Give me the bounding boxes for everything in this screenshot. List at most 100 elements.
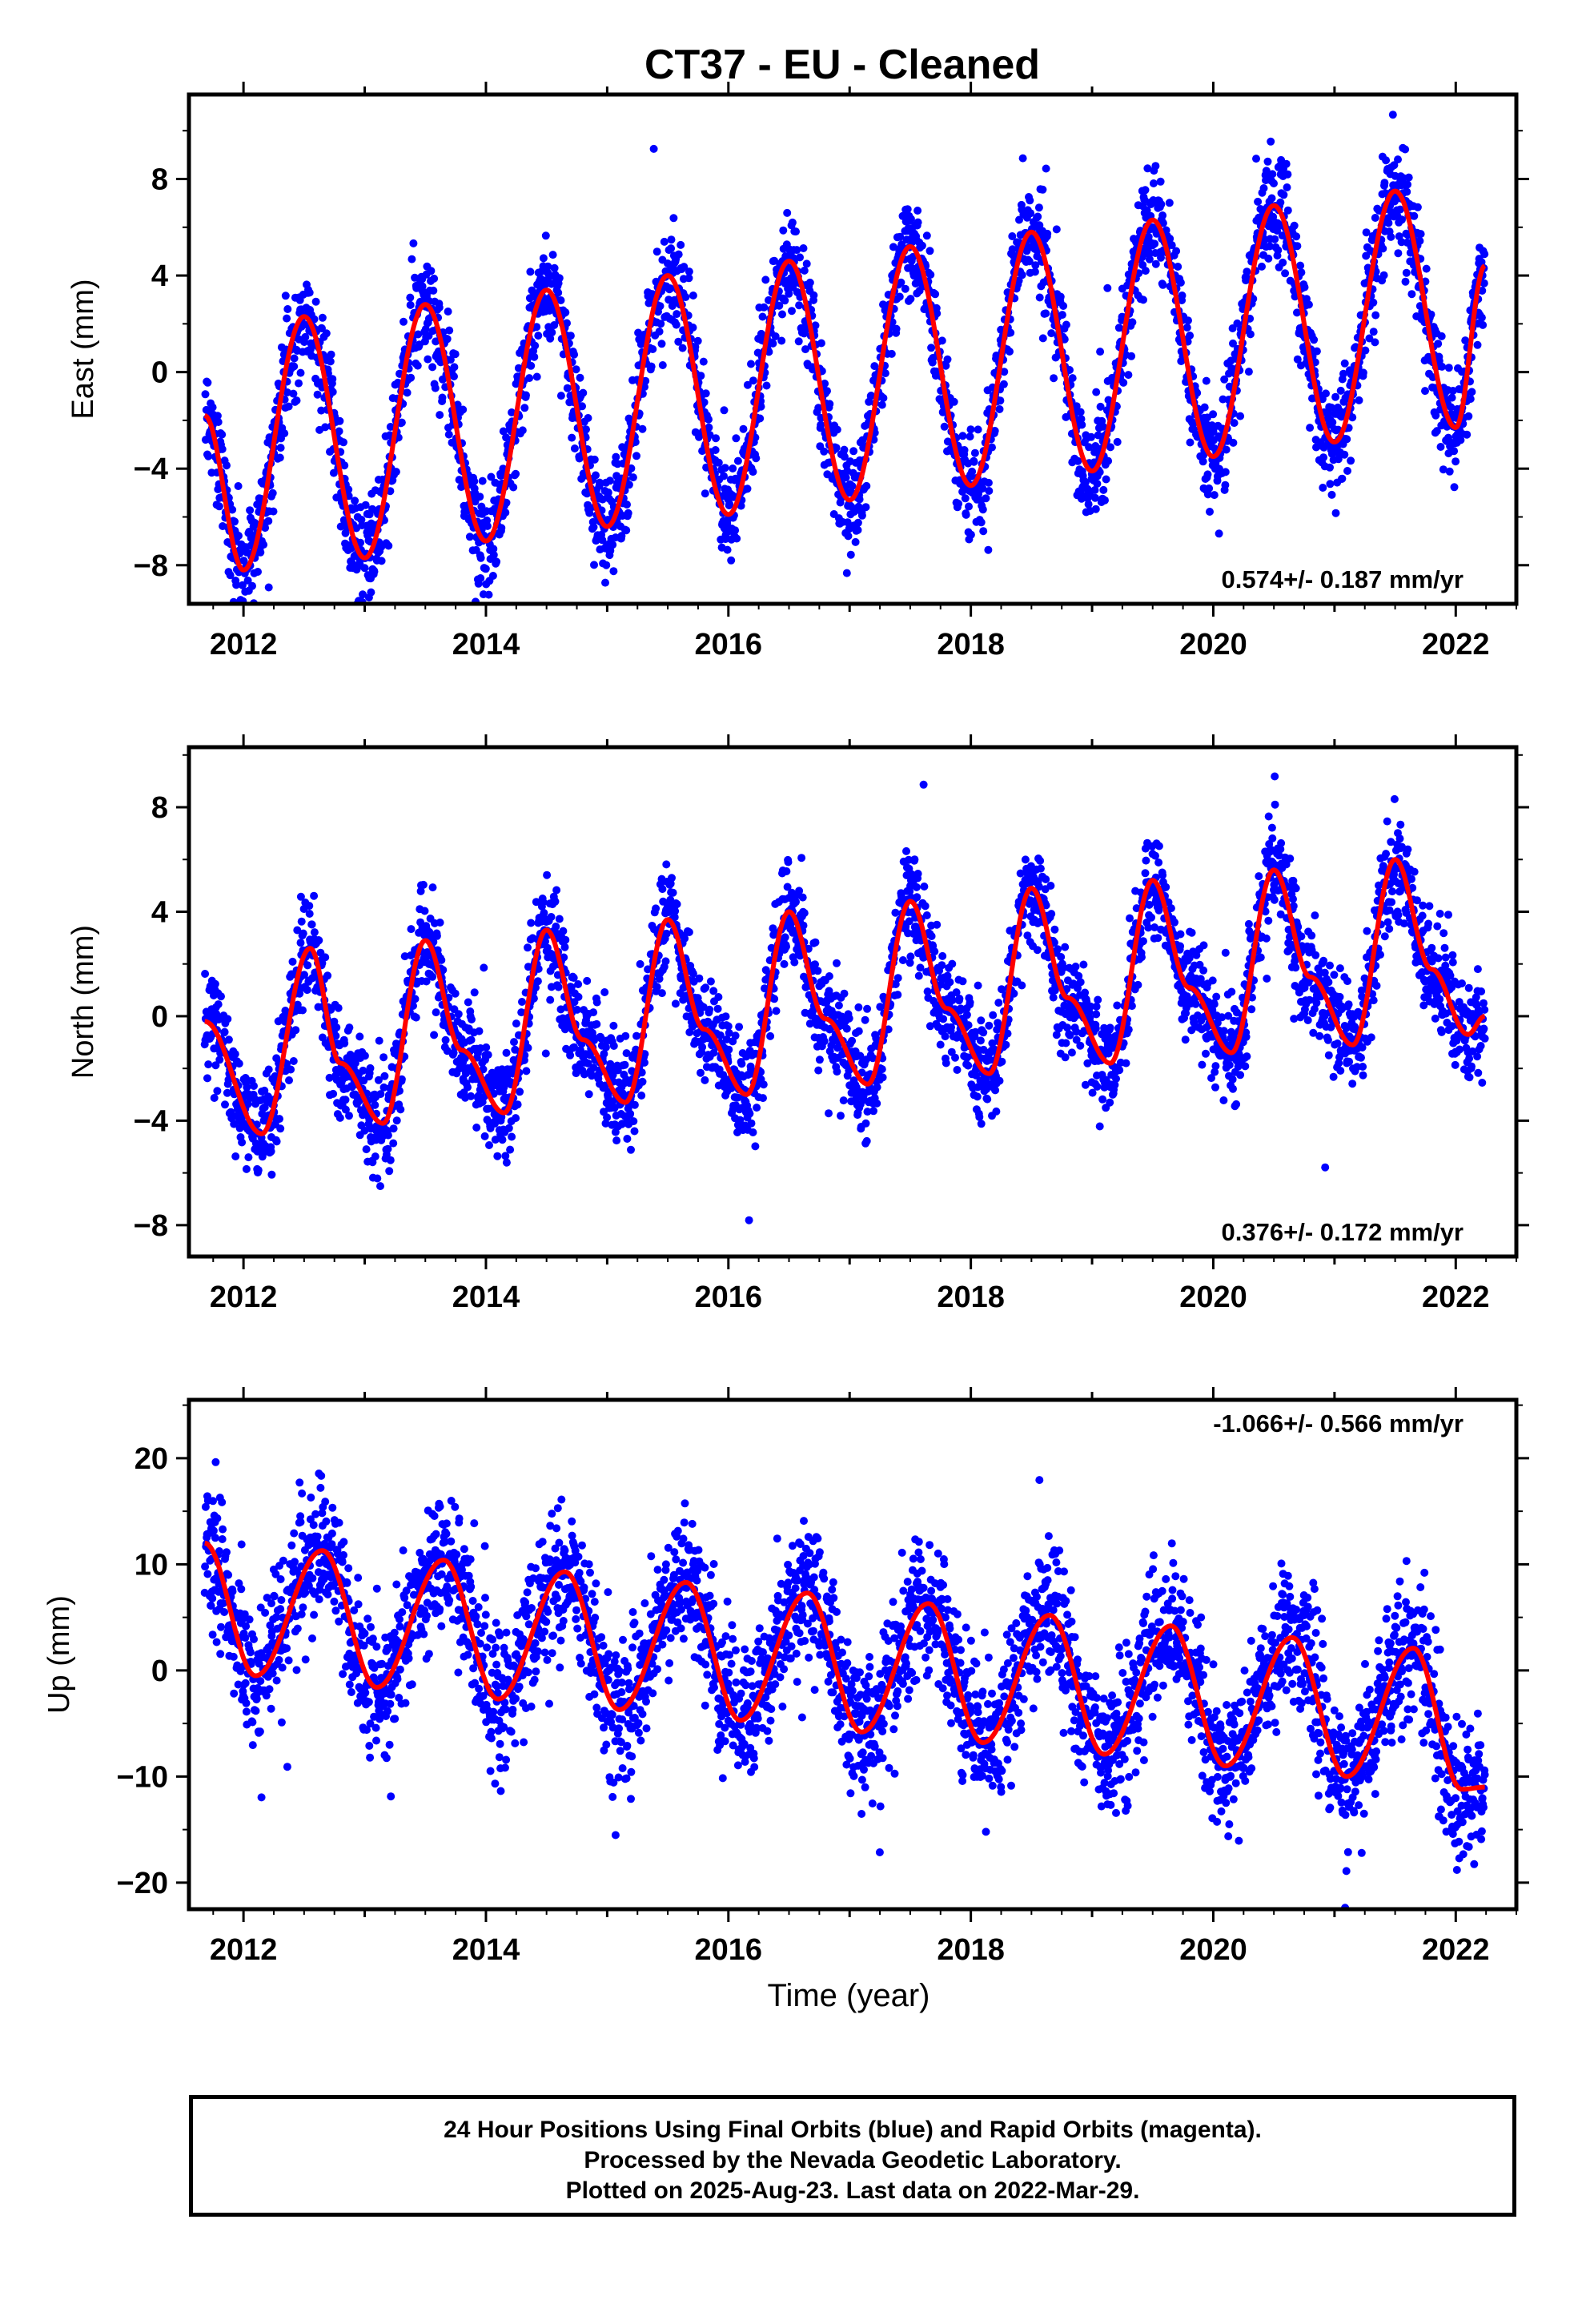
data-point <box>524 943 532 952</box>
data-point <box>547 279 556 288</box>
data-point <box>584 414 592 422</box>
data-point <box>733 456 742 465</box>
data-point <box>636 959 644 968</box>
data-point <box>1209 427 1218 436</box>
data-point <box>1047 329 1056 338</box>
data-point <box>211 979 219 988</box>
data-point <box>360 1051 369 1060</box>
data-point <box>743 380 752 389</box>
data-point <box>1209 410 1218 419</box>
data-point <box>362 1145 371 1154</box>
data-point <box>897 278 905 287</box>
data-point <box>1103 283 1112 292</box>
data-point <box>502 1048 511 1057</box>
data-point <box>547 913 556 921</box>
data-point <box>1343 435 1351 444</box>
data-point <box>243 576 252 585</box>
data-point <box>1091 505 1100 513</box>
data-point <box>1006 328 1015 337</box>
data-point <box>438 393 447 402</box>
data-point <box>551 897 560 906</box>
y-tick-label: 0 <box>151 356 168 390</box>
data-point <box>555 915 564 923</box>
data-point <box>841 473 850 482</box>
data-point <box>861 503 870 512</box>
data-point <box>592 1019 601 1028</box>
data-point <box>243 1083 251 1092</box>
data-point <box>638 1077 647 1086</box>
data-point <box>796 253 804 262</box>
data-point <box>729 464 737 472</box>
data-point <box>1102 475 1110 484</box>
data-point <box>1203 490 1212 499</box>
data-point <box>259 541 268 549</box>
data-point <box>940 422 949 431</box>
data-point <box>1085 443 1094 452</box>
data-point <box>629 1117 638 1126</box>
data-point <box>725 500 734 509</box>
data-point <box>809 291 818 300</box>
data-point <box>276 1124 285 1133</box>
data-point <box>476 553 485 562</box>
data-point <box>968 467 977 476</box>
data-point <box>379 1053 388 1062</box>
data-point <box>223 461 231 470</box>
x-tick-label: 2022 <box>1422 628 1490 661</box>
data-point <box>1264 254 1273 263</box>
data-point <box>532 372 541 381</box>
data-point <box>443 335 452 344</box>
data-point <box>1401 145 1410 154</box>
data-point <box>361 501 370 509</box>
data-point <box>359 590 367 599</box>
x-tick-label: 2020 <box>1179 628 1247 661</box>
data-point <box>1166 235 1174 243</box>
data-point <box>518 998 526 1006</box>
data-point <box>488 572 497 580</box>
data-point <box>1415 236 1424 245</box>
data-point <box>1081 478 1090 487</box>
data-point <box>238 1138 247 1147</box>
data-point <box>1473 340 1482 349</box>
data-point <box>347 544 355 553</box>
data-point <box>1203 470 1212 479</box>
data-point <box>1098 422 1107 431</box>
data-point <box>995 405 1004 413</box>
data-point <box>254 568 262 576</box>
data-point <box>322 329 331 338</box>
data-point <box>849 447 858 456</box>
data-point <box>1060 335 1069 344</box>
data-point <box>1281 269 1290 278</box>
data-point <box>506 1145 515 1154</box>
data-point <box>305 902 314 911</box>
data-point <box>224 1035 233 1044</box>
data-point <box>667 244 676 253</box>
data-point <box>589 523 598 532</box>
data-point <box>747 360 755 368</box>
data-point <box>938 336 946 345</box>
data-point <box>1031 261 1040 270</box>
data-point <box>1466 395 1475 404</box>
data-point <box>966 425 975 434</box>
data-point <box>666 284 675 293</box>
data-point <box>1371 338 1379 347</box>
data-point <box>641 376 650 385</box>
data-point <box>203 378 212 387</box>
data-point <box>221 1100 229 1109</box>
data-point <box>603 1113 612 1122</box>
data-point <box>321 423 330 432</box>
data-point <box>1090 493 1099 502</box>
data-point <box>612 1136 621 1145</box>
data-point <box>291 1026 300 1035</box>
data-point <box>889 243 897 251</box>
data-point <box>745 1109 754 1118</box>
data-point <box>264 583 273 592</box>
data-point <box>242 1164 251 1173</box>
data-point <box>504 1124 513 1132</box>
data-point <box>877 400 886 409</box>
data-point <box>1254 197 1263 206</box>
data-point <box>430 274 439 283</box>
data-point <box>1096 402 1105 411</box>
data-point <box>990 427 999 435</box>
data-point <box>1222 445 1231 454</box>
